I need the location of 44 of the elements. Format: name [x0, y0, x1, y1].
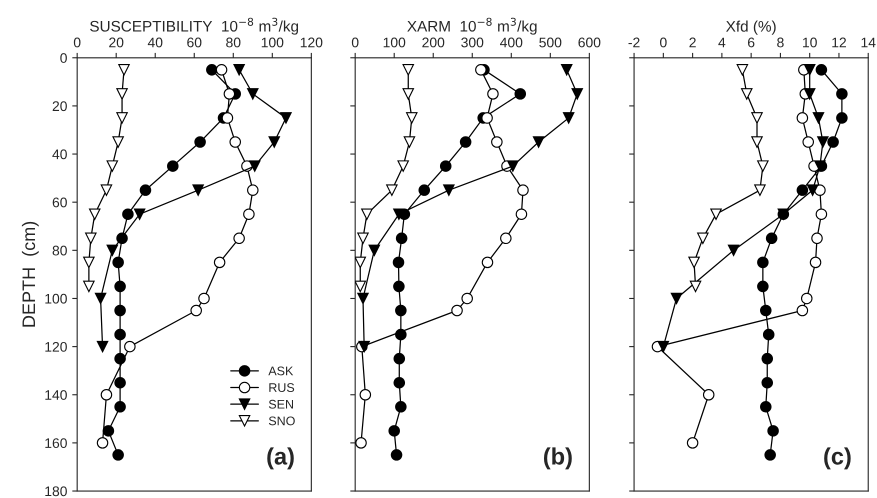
x-tick-label: 400 [500, 38, 522, 48]
y-tick-label: 180 [45, 486, 67, 496]
x-tick-label: 20 [109, 38, 124, 48]
x-axis-title: SUSCEPTIBILITY 10$^{−8}$ m$^{3}$/kg [90, 18, 298, 35]
y-tick-label: 140 [45, 390, 67, 400]
legend-label: RUS [269, 383, 294, 392]
y-tick-label: 40 [52, 149, 67, 160]
x-tick-label: 12 [832, 38, 846, 48]
y-tick-label: 160 [45, 438, 67, 448]
y-axis-title: DEPTH (cm) [22, 222, 39, 327]
x-tick-label: 10 [803, 38, 817, 48]
annotation: (b) [544, 447, 572, 470]
x-tick-label: 200 [422, 38, 444, 48]
legend-label: SNO [268, 416, 295, 426]
legend-label: SEN [268, 400, 293, 409]
x-tick-label: 500 [539, 38, 562, 48]
x-tick-label: 80 [226, 38, 240, 48]
x-axis-title: XARM 10$^{−8}$ m$^{3}$/kg [407, 18, 537, 35]
annotation: (c) [824, 447, 851, 470]
x-tick-label: 6 [748, 38, 754, 48]
y-tick-label: 80 [52, 246, 67, 256]
annotation: (a) [267, 447, 294, 470]
x-tick-label: 600 [578, 38, 600, 48]
y-tick-label: 20 [52, 101, 67, 112]
x-tick-label: 2 [689, 38, 696, 48]
y-tick-label: 100 [45, 294, 67, 304]
x-tick-label: 0 [74, 38, 80, 48]
x-tick-label: 4 [718, 38, 726, 48]
x-tick-label: 300 [461, 38, 484, 48]
x-tick-label: 14 [862, 38, 876, 48]
x-tick-label: 100 [384, 38, 406, 48]
x-tick-label: -2 [628, 38, 640, 48]
x-tick-label: 0 [660, 38, 667, 48]
x-tick-label: 120 [300, 38, 322, 48]
x-tick-label: 100 [262, 38, 284, 48]
x-axis-title: Xfd (%) [726, 20, 776, 35]
y-tick-label: 120 [45, 342, 67, 352]
x-tick-label: 40 [148, 38, 162, 48]
x-tick-label: 60 [187, 38, 202, 48]
y-tick-label: 60 [52, 198, 67, 208]
y-tick-label: 0 [60, 53, 67, 63]
x-tick-label: 0 [352, 38, 359, 48]
legend-label: ASK [268, 366, 294, 376]
x-tick-label: 8 [777, 38, 784, 48]
